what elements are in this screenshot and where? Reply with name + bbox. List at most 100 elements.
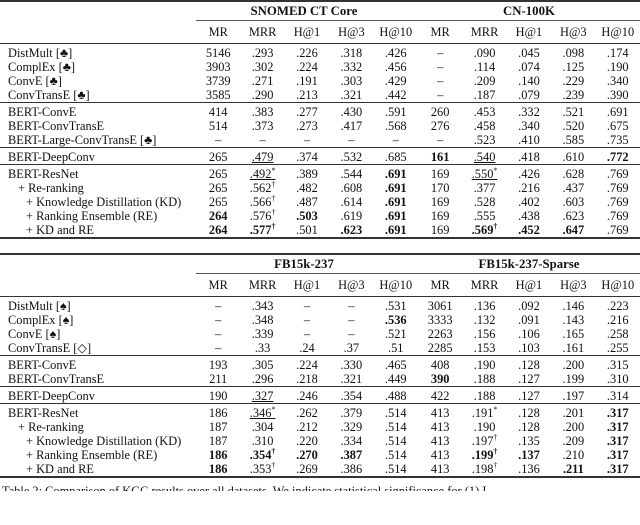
metric-cell: .223 xyxy=(606,299,629,313)
metric-value-wrap: .647 xyxy=(562,223,584,237)
metric-cell: .691 xyxy=(374,181,418,195)
metric-cell: .501 xyxy=(284,223,330,239)
metric-cell: .224 xyxy=(296,60,318,74)
metric-cell: 2263 xyxy=(427,327,453,341)
metric-cell: 408 xyxy=(417,355,463,372)
metric-cell: 211 xyxy=(209,372,228,386)
metric-value-wrap: .691 xyxy=(385,181,407,195)
metric-cell: .577† xyxy=(240,222,285,239)
metric-value: .647 xyxy=(562,223,585,237)
metric-cell: .136 xyxy=(473,299,496,313)
metric-cell: – xyxy=(303,299,311,313)
metric-cell: .437 xyxy=(562,181,585,195)
metric-cell: .691 xyxy=(374,209,418,223)
metric-value: .691 xyxy=(384,167,407,181)
metric-cell: 265 xyxy=(208,195,228,209)
row-label: BERT-ConvTransE xyxy=(8,372,105,386)
metric-value-wrap: .503 xyxy=(296,209,318,223)
metric-cell: .330 xyxy=(329,355,374,372)
metric-cell: – xyxy=(437,74,444,88)
significance-marker: * xyxy=(493,165,498,175)
table-row: ConvTransE [◇] – .33 .24 .37 .51 2285 .153 .103.… xyxy=(0,341,640,356)
metric-value-wrap: .270 xyxy=(296,448,318,462)
metric-cell: – xyxy=(348,313,355,327)
metric-cell: 186 xyxy=(196,462,241,478)
corner-cell xyxy=(0,273,196,297)
metric-cell: 265 xyxy=(208,181,228,195)
metric-cell: – xyxy=(303,313,311,327)
metric-cell: .165 xyxy=(562,327,585,341)
metric-cell: 264 xyxy=(196,209,240,223)
metric-value-wrap: 186 xyxy=(209,448,228,462)
metric-cell: .456 xyxy=(384,60,407,74)
table-row: + KD and RE 264.577† .501.623.691 169.569†.… xyxy=(0,222,640,239)
metric-cell: .303 xyxy=(340,74,363,88)
metric-cell: .386 xyxy=(329,462,374,478)
metric-cell: .329 xyxy=(340,420,363,434)
metric-cell: 3333 xyxy=(427,313,453,327)
metric-cell: .213 xyxy=(296,88,318,102)
metric-value-wrap: .479 xyxy=(252,150,274,164)
metric-cell: .453 xyxy=(462,102,507,119)
row-label: DistMult [♠] xyxy=(8,299,71,313)
metric-cell: .610 xyxy=(551,147,596,165)
metric-value: .772 xyxy=(606,150,629,164)
metric-value: .492 xyxy=(249,167,272,181)
metric-cell: – xyxy=(348,327,355,341)
metric-cell: .209 xyxy=(473,74,496,88)
metric-cell: .216 xyxy=(518,181,540,195)
metric-cell: – xyxy=(303,133,311,147)
metric-cell: .354 xyxy=(329,386,374,404)
metric-cell: .229 xyxy=(562,74,585,88)
metric-value: .346 xyxy=(249,406,272,420)
results-table-1: SNOMED CT Core CN-100K MR MRR H@1 H@3 H@10 MR MR… xyxy=(0,0,640,239)
metric-cell: .191 xyxy=(296,74,318,88)
metric-value: .623 xyxy=(340,223,363,237)
metric-cell: .187 xyxy=(473,88,496,102)
metric-cell: 190 xyxy=(196,386,241,404)
metric-cell: .691 xyxy=(374,195,418,209)
metric-value: .691 xyxy=(384,195,407,209)
metric-cell: .127 xyxy=(518,372,540,386)
metric-value-wrap: .353† xyxy=(250,461,276,476)
metric-cell: .290 xyxy=(251,88,274,102)
metric-cell: .479 xyxy=(240,147,285,165)
metric-cell: .190 xyxy=(606,60,629,74)
metric-cell: .603 xyxy=(562,195,585,209)
metric-cell: .211 xyxy=(551,462,596,478)
row-label: BERT-ConvE xyxy=(0,102,197,119)
metric-cell: – xyxy=(392,133,399,147)
metric-value: .569 xyxy=(471,223,494,237)
metric-cell: – xyxy=(215,313,222,327)
metric-value-wrap: .137 xyxy=(518,448,540,462)
metric-cell: .569† xyxy=(462,222,507,239)
metric-cell: .426 xyxy=(506,164,552,181)
row-label: ConvTransE [♣] xyxy=(8,88,90,102)
metric-value-wrap: .536 xyxy=(385,313,407,327)
metric-cell: .136 xyxy=(506,462,552,478)
metric-cell: .255 xyxy=(606,341,629,355)
metric-value: .562 xyxy=(249,181,272,195)
metric-value-wrap: .354† xyxy=(250,447,276,462)
column-header: H@10 xyxy=(595,20,640,44)
metric-cell: .377 xyxy=(473,181,496,195)
column-header: MR xyxy=(196,273,241,297)
metric-value-wrap: .452 xyxy=(518,223,540,237)
metric-value-wrap: 264 xyxy=(209,223,228,237)
row-label: + Re-ranking xyxy=(18,420,84,434)
metric-cell: 276 xyxy=(430,119,450,133)
table-row: + Re-ranking 187 .304 .212 .329 .514 413 .190 .1… xyxy=(0,420,640,434)
dataset-header: SNOMED CT Core xyxy=(196,0,418,21)
significance-marker: * xyxy=(271,404,276,414)
row-label: ConvE [♠] xyxy=(8,327,61,341)
metric-cell: .212 xyxy=(296,420,318,434)
metric-cell: .277 xyxy=(284,102,330,119)
metric-cell: 187 xyxy=(208,420,228,434)
significance-marker: † xyxy=(493,432,498,442)
metric-value-wrap: .317 xyxy=(607,406,629,420)
metric-cell: 514 xyxy=(208,119,228,133)
metric-value: .198 xyxy=(471,462,494,476)
metric-cell: .128 xyxy=(506,355,552,372)
metric-cell: 413 xyxy=(417,462,463,478)
metric-cell: 161 xyxy=(417,147,463,165)
